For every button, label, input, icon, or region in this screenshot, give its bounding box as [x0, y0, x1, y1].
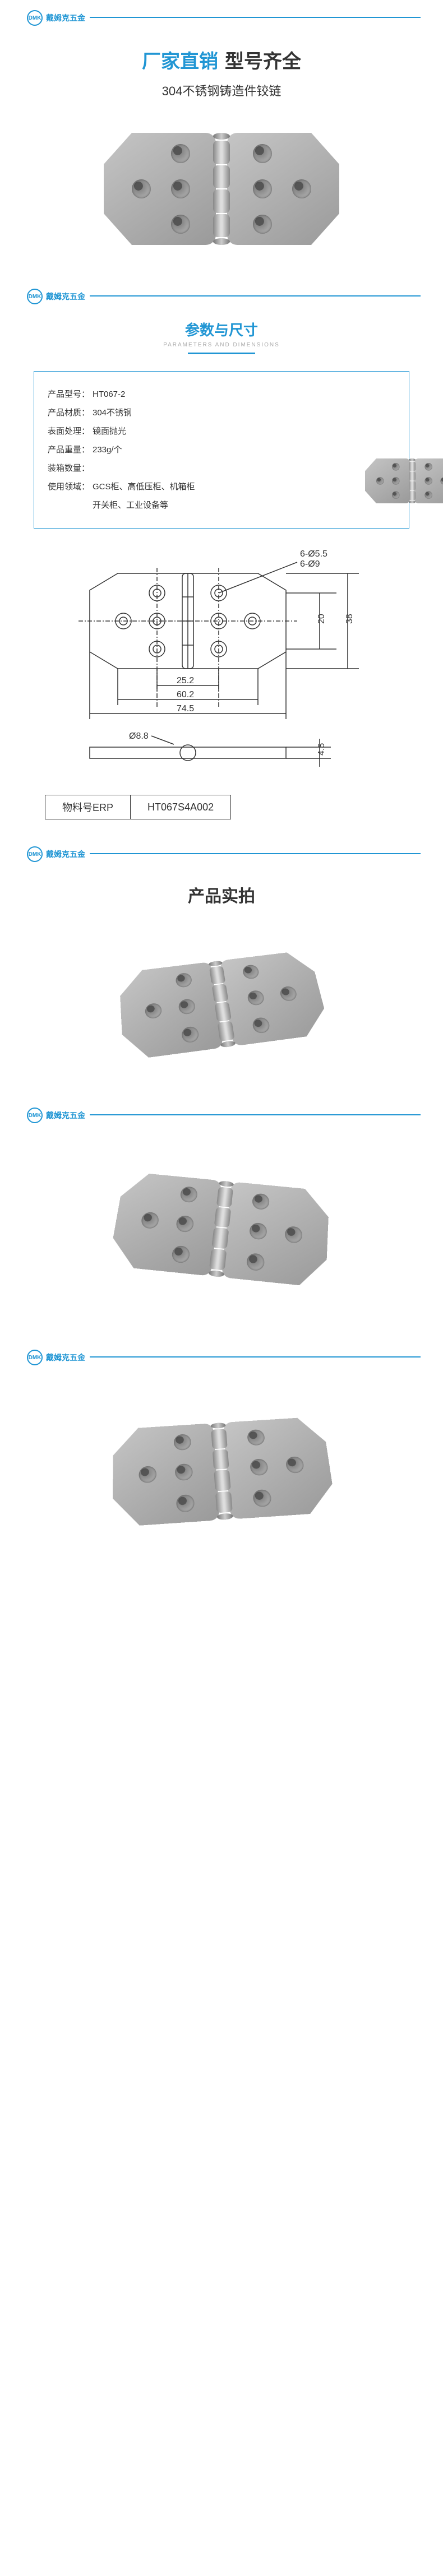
- dim-pin: Ø8.8: [129, 731, 149, 741]
- params-section-title: 参数与尺寸 PARAMETERS AND DIMENSIONS: [0, 319, 443, 354]
- photos-section-title: 产品实拍: [0, 882, 443, 907]
- spec-list: 产品型号：HT067-2 产品材质：304不锈钢 表面处理：镜面抛光 产品重量：…: [48, 385, 195, 515]
- divider-5: DMK 戴姆克五金: [0, 1356, 443, 1358]
- brand-name: 戴姆克五金: [46, 1352, 85, 1363]
- spec-row: 使用领域：GCS柜、高低压柜、机箱柜: [48, 478, 195, 496]
- divider-3: DMK 戴姆克五金: [0, 853, 443, 854]
- dim-h-outer: 38: [345, 614, 354, 624]
- subtitle: 304不锈钢铸造件铰链: [0, 81, 443, 99]
- brand-badge: DMK 戴姆克五金: [22, 10, 90, 26]
- brand-logo-icon: DMK: [27, 10, 43, 26]
- dim-w-outer: 74.5: [177, 704, 194, 714]
- dim-w-mid: 60.2: [177, 690, 194, 699]
- erp-code: HT067S4A002: [131, 795, 231, 819]
- hero-product-image: [0, 99, 443, 279]
- title-left: 厂家直销: [142, 46, 218, 73]
- params-title-en: PARAMETERS AND DIMENSIONS: [0, 342, 443, 348]
- brand-name: 戴姆克五金: [46, 12, 85, 24]
- params-title-text: 参数与尺寸: [0, 319, 443, 340]
- spec-row: 开关柜、工业设备等: [48, 496, 195, 515]
- brand-name: 戴姆克五金: [46, 849, 85, 860]
- spec-row: 产品重量：233g/个: [48, 441, 195, 459]
- dim-thick: 4.5: [317, 743, 326, 756]
- product-photo-1: [0, 907, 443, 1097]
- spec-row: 产品材质：304不锈钢: [48, 404, 195, 422]
- spec-row: 表面处理：镜面抛光: [48, 422, 195, 441]
- brand-logo-icon: DMK: [27, 1108, 43, 1123]
- spec-box: 产品型号：HT067-2 产品材质：304不锈钢 表面处理：镜面抛光 产品重量：…: [34, 371, 409, 529]
- erp-label: 物料号ERP: [45, 795, 131, 819]
- dim-w-inner: 25.2: [177, 676, 194, 685]
- brand-name: 戴姆克五金: [46, 1110, 85, 1121]
- brand-logo-icon: DMK: [27, 846, 43, 862]
- hinge-illustration: [104, 133, 339, 245]
- dim-hole1: 6-Ø5.5: [300, 549, 327, 559]
- header-divider: DMK 戴姆克五金: [0, 17, 443, 18]
- dim-hole2: 6-Ø9: [300, 559, 320, 569]
- divider-4: DMK 戴姆克五金: [0, 1114, 443, 1115]
- divider-2: DMK 戴姆克五金: [0, 295, 443, 296]
- product-photo-2: [0, 1115, 443, 1340]
- spec-row: 装箱数量：: [48, 459, 195, 478]
- erp-table: 物料号ERP HT067S4A002: [45, 795, 231, 819]
- brand-logo-icon: DMK: [27, 289, 43, 304]
- brand-name: 戴姆克五金: [46, 291, 85, 302]
- product-photo-3: [0, 1358, 443, 1604]
- brand-logo-icon: DMK: [27, 1350, 43, 1365]
- dimension-svg: 6-Ø5.5 6-Ø9 20 38 25.2 60.2 74.5 Ø8.8 4.…: [45, 545, 398, 781]
- title-right: 型号齐全: [225, 46, 301, 73]
- main-title: 厂家直销 型号齐全 304不锈钢铸造件铰链: [0, 46, 443, 99]
- spec-mini-image: [294, 425, 395, 475]
- technical-drawing: 6-Ø5.5 6-Ø9 20 38 25.2 60.2 74.5 Ø8.8 4.…: [45, 545, 398, 784]
- dim-h-inner: 20: [317, 614, 326, 624]
- spec-row: 产品型号：HT067-2: [48, 385, 195, 404]
